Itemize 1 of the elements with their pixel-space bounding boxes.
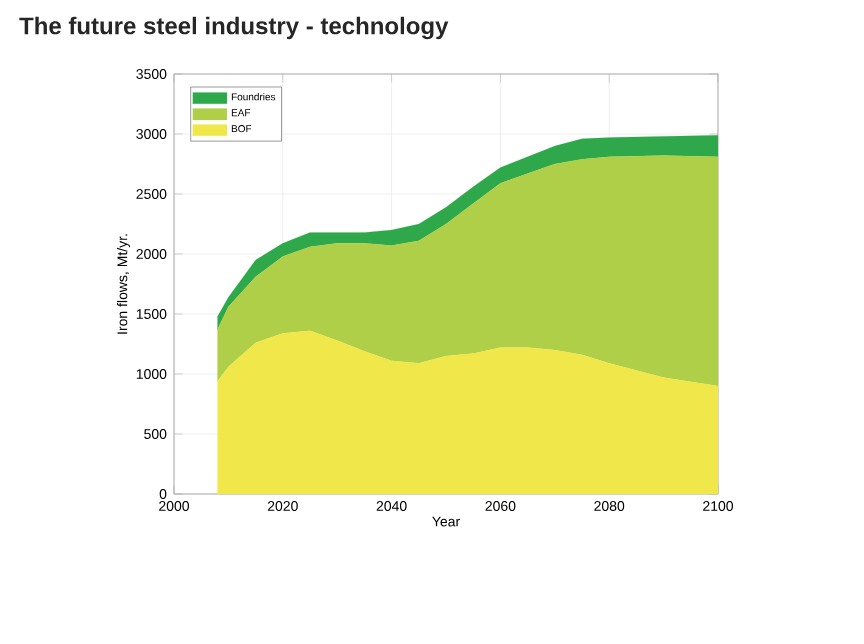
chart-title: The future steel industry - technology xyxy=(19,16,449,40)
